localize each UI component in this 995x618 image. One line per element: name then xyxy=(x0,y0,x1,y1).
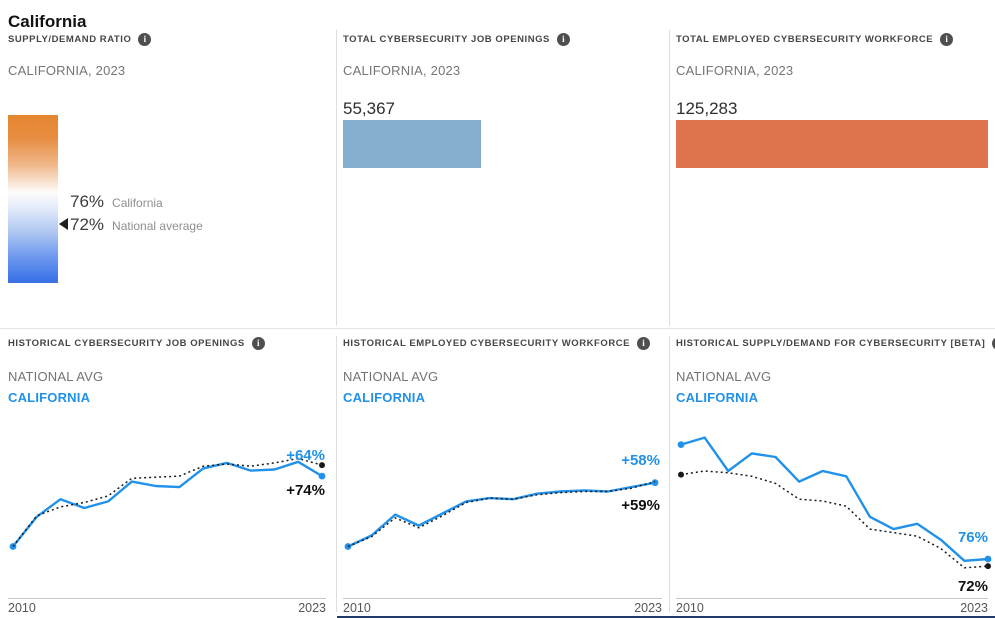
panel-total-employed-workforce: TOTAL EMPLOYED CYBERSECURITY WORKFORCE i… xyxy=(670,26,995,328)
job-openings-bar xyxy=(343,120,481,168)
panel-title: SUPPLY/DEMAND RATIO xyxy=(8,34,132,45)
supply-demand-gradient-bar xyxy=(8,115,58,283)
x-axis xyxy=(343,598,662,599)
info-icon[interactable]: i xyxy=(940,33,954,46)
divider xyxy=(669,30,670,326)
legend-national-avg: NATIONAL AVG xyxy=(8,369,104,384)
x-axis xyxy=(8,598,326,599)
x-axis-labels: 2010 2023 xyxy=(343,601,662,615)
info-icon[interactable]: i xyxy=(637,337,651,350)
national-end-label: +59% xyxy=(621,497,660,514)
footer-edge xyxy=(337,616,995,618)
job-openings-value: 55,367 xyxy=(343,99,395,118)
job-openings-line-chart xyxy=(9,457,326,550)
divider xyxy=(0,328,995,329)
panel-title: HISTORICAL EMPLOYED CYBERSECURITY WORKFO… xyxy=(343,338,631,349)
x-axis-start-label: 2010 xyxy=(676,601,704,615)
national-end-label: +74% xyxy=(286,482,325,499)
info-icon[interactable]: i xyxy=(556,33,570,46)
state-ratio-row: 76% California xyxy=(70,192,163,212)
california-end-label: 76% xyxy=(957,529,988,546)
legend-california: CALIFORNIA xyxy=(676,390,759,405)
workforce-value: 125,283 xyxy=(676,99,738,118)
divider xyxy=(669,336,670,612)
panel-total-job-openings: TOTAL CYBERSECURITY JOB OPENINGS i CALIF… xyxy=(337,26,669,328)
legend-national-avg: NATIONAL AVG xyxy=(343,369,439,384)
info-icon[interactable]: i xyxy=(992,337,995,350)
national-average-marker-icon xyxy=(59,218,68,230)
panel-title: TOTAL EMPLOYED CYBERSECURITY WORKFORCE xyxy=(676,34,934,45)
panel-title: TOTAL CYBERSECURITY JOB OPENINGS xyxy=(343,34,550,45)
legend-california: CALIFORNIA xyxy=(343,390,426,405)
workforce-line-chart xyxy=(344,479,659,550)
state-ratio-value: 76% xyxy=(70,192,105,211)
national-ratio-row: 72% National average xyxy=(70,215,203,235)
panel-supply-demand-ratio: SUPPLY/DEMAND RATIO i CALIFORNIA, 2023 7… xyxy=(0,26,336,328)
x-axis-labels: 2010 2023 xyxy=(676,601,988,615)
california-end-label: +58% xyxy=(621,452,660,469)
national-ratio-value: 72% xyxy=(70,215,105,234)
page-title: California xyxy=(8,12,87,32)
x-axis-end-label: 2023 xyxy=(960,601,988,615)
info-icon[interactable]: i xyxy=(251,337,265,350)
national-ratio-label: National average xyxy=(112,219,203,233)
legend-california: CALIFORNIA xyxy=(8,390,91,405)
x-axis-labels: 2010 2023 xyxy=(8,601,326,615)
national-end-label: 72% xyxy=(957,578,988,595)
panel-historical-supply-demand: HISTORICAL SUPPLY/DEMAND FOR CYBERSECURI… xyxy=(670,330,995,618)
supply-demand-line-chart xyxy=(677,436,992,570)
info-icon[interactable]: i xyxy=(138,33,152,46)
panel-title: HISTORICAL CYBERSECURITY JOB OPENINGS xyxy=(8,338,245,349)
x-axis-start-label: 2010 xyxy=(8,601,36,615)
x-axis-start-label: 2010 xyxy=(343,601,371,615)
panel-title: HISTORICAL SUPPLY/DEMAND FOR CYBERSECURI… xyxy=(676,338,986,349)
panel-subtitle: CALIFORNIA, 2023 xyxy=(343,63,461,78)
state-ratio-label: California xyxy=(112,196,163,210)
x-axis-end-label: 2023 xyxy=(634,601,662,615)
panel-historical-job-openings: HISTORICAL CYBERSECURITY JOB OPENINGS i … xyxy=(0,330,336,618)
legend-national-avg: NATIONAL AVG xyxy=(676,369,772,384)
california-end-label: +64% xyxy=(286,447,325,464)
panel-subtitle: CALIFORNIA, 2023 xyxy=(676,63,794,78)
x-axis-end-label: 2023 xyxy=(298,601,326,615)
divider xyxy=(336,30,337,326)
panel-historical-employed-workforce: HISTORICAL EMPLOYED CYBERSECURITY WORKFO… xyxy=(337,330,669,618)
panel-subtitle: CALIFORNIA, 2023 xyxy=(8,63,126,78)
divider xyxy=(336,336,337,612)
x-axis xyxy=(676,598,988,599)
workforce-bar xyxy=(676,120,988,168)
